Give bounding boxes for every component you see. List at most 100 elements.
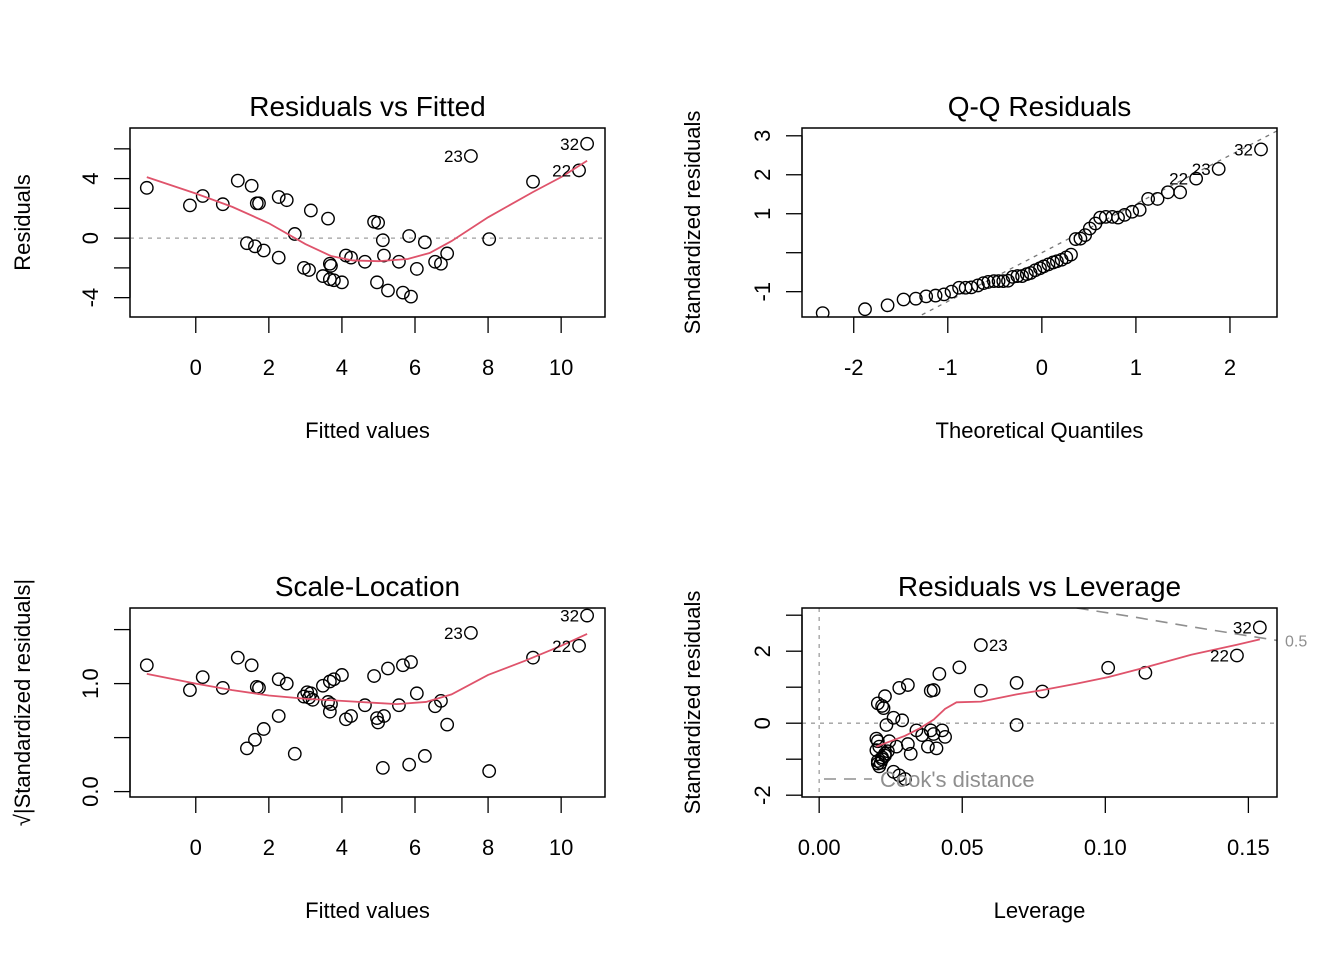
data-point — [1064, 247, 1078, 262]
data-point — [279, 193, 294, 208]
data-point — [937, 287, 951, 302]
cooks-contour-label: 0.5 — [1285, 633, 1307, 650]
data-point — [195, 189, 210, 203]
chart-title: Residuals vs Fitted — [249, 91, 486, 122]
data-point — [377, 248, 391, 263]
data-point — [183, 683, 197, 697]
data-point — [230, 173, 245, 188]
point-label: 22 — [552, 637, 571, 656]
y-axis-label: Residuals — [10, 174, 35, 271]
data-point — [434, 693, 448, 708]
data-point — [1101, 660, 1116, 675]
y-tick-label: 1.0 — [78, 668, 103, 699]
data-point — [921, 739, 935, 754]
plot-area — [130, 136, 605, 304]
x-tick-label: -1 — [938, 355, 958, 380]
data-point — [896, 292, 911, 307]
data-point — [991, 274, 1006, 289]
data-point — [370, 275, 384, 290]
data-point — [572, 638, 586, 653]
y-tick-label: 4 — [78, 172, 103, 184]
x-axis-label: Theoretical Quantiles — [936, 418, 1144, 443]
x-tick-label: 0.10 — [1084, 835, 1127, 860]
panel-scale-location: Scale-Location Fitted values √|Standardize… — [10, 571, 606, 923]
x-tick-label: 2 — [263, 835, 275, 860]
data-point — [580, 136, 594, 151]
panel-resid-leverage: Residuals vs Leverage Leverage Standardize… — [680, 571, 1307, 923]
point-label: 22 — [1169, 170, 1188, 189]
y-axis-label: Standardized residuals — [680, 591, 705, 815]
data-point — [580, 608, 594, 623]
data-point — [1117, 208, 1132, 222]
data-point — [322, 704, 337, 719]
x-tick-label: 8 — [482, 355, 494, 380]
data-point — [932, 666, 947, 681]
data-point — [878, 748, 892, 763]
data-point — [402, 229, 417, 243]
data-point — [139, 658, 154, 673]
data-point — [183, 198, 197, 213]
point-label: 23 — [989, 636, 1008, 655]
plot-frame — [801, 607, 1278, 798]
data-point — [392, 254, 406, 269]
data-point — [248, 732, 262, 747]
data-point — [1111, 210, 1125, 225]
data-point — [815, 306, 830, 317]
data-point — [139, 180, 154, 195]
data-point — [1068, 232, 1083, 246]
data-point — [279, 676, 294, 691]
smooth-trend-line — [146, 633, 588, 706]
data-point — [482, 764, 497, 778]
data-point — [898, 772, 912, 786]
chart-title: Residuals vs Leverage — [898, 571, 1181, 602]
x-tick-label: 2 — [1224, 355, 1236, 380]
data-point — [244, 178, 259, 193]
data-point — [321, 695, 335, 709]
data-point — [244, 658, 259, 673]
x-axis: 0 2 4 6 8 10 — [190, 796, 573, 860]
data-point — [928, 288, 943, 303]
point-label: 23 — [1192, 160, 1211, 179]
data-point — [944, 284, 959, 299]
data-point — [1009, 675, 1024, 690]
data-point — [464, 149, 478, 163]
data-point — [367, 669, 381, 683]
data-point — [440, 717, 455, 732]
y-axis: -1 1 2 3 — [750, 130, 803, 301]
data-point — [973, 638, 988, 652]
data-point — [335, 275, 349, 290]
data-point — [297, 689, 311, 704]
data-point — [396, 658, 410, 673]
data-point — [230, 650, 245, 665]
x-tick-label: 4 — [336, 355, 348, 380]
y-tick-label: 0.0 — [78, 776, 103, 807]
data-point — [869, 731, 884, 746]
plot-area — [139, 608, 594, 778]
data-point — [409, 262, 424, 276]
x-axis-label: Leverage — [994, 898, 1086, 923]
plot-frame — [129, 607, 606, 798]
data-point — [324, 258, 338, 273]
data-point — [919, 289, 934, 304]
data-point — [926, 683, 941, 697]
data-point — [381, 661, 395, 676]
x-axis: 0 2 4 6 8 10 — [190, 316, 573, 380]
x-axis-label: Fitted values — [305, 418, 430, 443]
data-point — [381, 283, 395, 298]
y-tick-label: 3 — [750, 130, 775, 142]
data-point — [344, 250, 358, 265]
data-point — [271, 709, 286, 723]
data-point — [981, 275, 996, 289]
data-point — [1010, 269, 1025, 283]
data-point — [526, 174, 540, 189]
data-point — [482, 232, 497, 247]
data-point — [240, 741, 254, 756]
data-point — [1254, 142, 1268, 157]
x-axis-label: Fitted values — [305, 898, 430, 923]
chart-title: Scale-Location — [275, 571, 460, 602]
data-point — [316, 678, 330, 693]
data-point — [402, 757, 417, 772]
x-tick-label: 8 — [482, 835, 494, 860]
data-point — [964, 280, 979, 295]
data-point — [880, 298, 895, 313]
